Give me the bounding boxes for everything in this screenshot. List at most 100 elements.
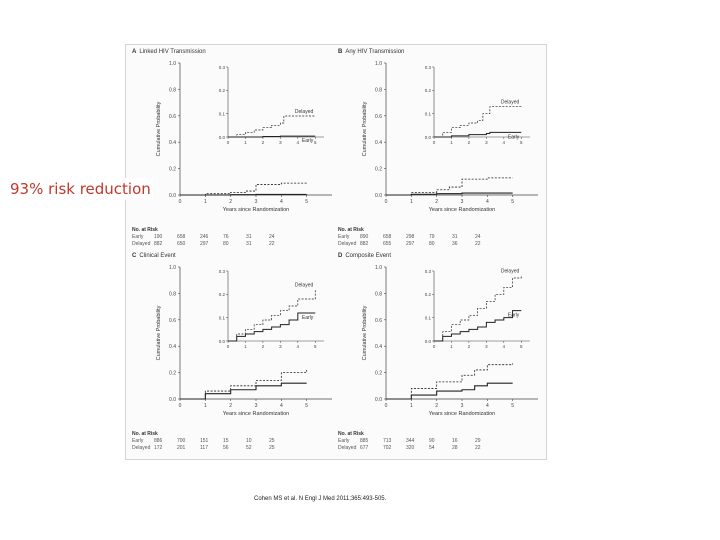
x-tick-label: 5 — [305, 199, 308, 205]
series-line-early — [180, 382, 307, 400]
risk-cell: 52 — [246, 445, 252, 451]
risk-row-label: Early — [338, 438, 350, 444]
y-tick-label: 0.8 — [169, 87, 176, 93]
inset-y-tick-label: 0.1 — [425, 111, 432, 116]
risk-table-header: No. at Risk — [132, 227, 158, 233]
inset-y-tick-label: 0.2 — [219, 292, 226, 297]
inset-series-line-early — [434, 310, 522, 342]
risk-cell: 172 — [154, 445, 163, 451]
x-axis-label: Years since Randomization — [223, 207, 289, 213]
panel-title-text: Any HIV Transmission — [345, 49, 405, 55]
y-axis-label: Cumulative Probability — [156, 305, 162, 360]
x-axis-label: Years since Randomization — [429, 411, 495, 417]
y-tick-label: 0.2 — [375, 167, 382, 173]
inset-series-label-early: Early — [508, 313, 520, 319]
inset-x-tick-label: 4 — [297, 344, 300, 349]
x-tick-label: 4 — [486, 199, 489, 205]
risk-row-label: Delayed — [338, 445, 357, 451]
panel-c: C Clinical Event 0.0 0.2 0.4 0.6 0.8 1.0 0 1 2 3 4 5 Y… — [132, 253, 337, 455]
inset-x-tick-label: 4 — [503, 140, 506, 145]
risk-cell: 890 — [360, 234, 369, 240]
risk-cell: 151 — [200, 438, 209, 444]
risk-cell: 54 — [429, 445, 435, 451]
y-tick-label: 1.0 — [169, 61, 176, 67]
series-line-delayed — [180, 182, 307, 196]
panel-letter: A — [132, 49, 137, 55]
risk-row-label: Delayed — [132, 445, 151, 451]
risk-cell: 79 — [429, 234, 435, 240]
panel-title-text: Composite Event — [345, 253, 392, 259]
inset-y-tick-label: 0.0 — [425, 339, 432, 344]
risk-cell: 90 — [429, 438, 435, 444]
panel-d: D Composite Event 0.0 0.2 0.4 0.6 0.8 1.0 0 1 2 3 4 5… — [338, 253, 543, 455]
risk-row-label: Delayed — [338, 241, 357, 247]
risk-cell: 655 — [383, 241, 392, 247]
x-tick-label: 0 — [385, 199, 388, 205]
risk-row-label: Delayed — [132, 241, 151, 247]
inset-background — [422, 267, 534, 353]
risk-cell: 201 — [177, 445, 186, 451]
x-tick-label: 2 — [229, 403, 232, 409]
risk-cell: 320 — [406, 445, 415, 451]
risk-cell: 25 — [269, 438, 275, 444]
inset-x-tick-label: 4 — [297, 140, 300, 145]
inset-series-label-early: Early — [508, 134, 520, 140]
inset-x-tick-label: 0 — [433, 140, 436, 145]
risk-cell: 190 — [154, 234, 163, 240]
panel-title: A Linked HIV Transmission — [132, 49, 206, 55]
x-tick-label: 1 — [204, 403, 207, 409]
inset-series-line-delayed — [228, 115, 316, 138]
y-tick-label: 0.6 — [375, 114, 382, 120]
risk-cell: 677 — [360, 445, 369, 451]
y-tick-label: 0.4 — [169, 140, 176, 146]
series-line-early — [386, 382, 513, 400]
kaplan-meier-figure: A Linked HIV Transmission 0.0 0.2 0.4 0.6 0.8 1… — [125, 44, 547, 460]
inset-x-tick-label: 1 — [450, 344, 453, 349]
y-tick-label: 1.0 — [169, 265, 176, 271]
y-tick-label: 0.8 — [169, 291, 176, 297]
risk-table-row: Delayed 882 655 297 80 36 22 — [338, 241, 498, 248]
risk-row-label: Early — [338, 234, 350, 240]
panel-title: D Composite Event — [338, 253, 391, 259]
x-tick-label: 4 — [280, 199, 283, 205]
risk-cell: 36 — [452, 241, 458, 247]
risk-cell: 246 — [200, 234, 209, 240]
risk-table: No. at Risk Early 190 658 246 76 31 24 Delayed 88… — [132, 227, 292, 248]
inset-series-label-delayed: Delayed — [295, 283, 314, 289]
y-tick-label: 0.0 — [169, 397, 176, 403]
inset-x-tick-label: 2 — [468, 344, 471, 349]
risk-cell: 658 — [177, 234, 186, 240]
inset-series-label-delayed: Delayed — [295, 109, 314, 115]
inset-x-tick-label: 0 — [433, 344, 436, 349]
inset-x-tick-label: 5 — [314, 344, 317, 349]
risk-row-label: Early — [132, 234, 144, 240]
panel-title-text: Clinical Event — [139, 253, 176, 259]
x-axis-label: Years since Randomization — [223, 411, 289, 417]
y-tick-label: 0.0 — [375, 397, 382, 403]
inset-x-tick-label: 5 — [520, 344, 523, 349]
x-tick-label: 2 — [435, 403, 438, 409]
inset-x-tick-label: 2 — [468, 140, 471, 145]
x-tick-label: 3 — [461, 199, 464, 205]
y-axis-label: Cumulative Probability — [156, 101, 162, 156]
risk-cell: 882 — [360, 241, 369, 247]
inset-x-tick-label: 5 — [314, 140, 317, 145]
inset-series-line-early — [228, 135, 316, 138]
inset-y-tick-label: 0.3 — [219, 65, 226, 70]
risk-cell: 298 — [406, 234, 415, 240]
inset-y-tick-label: 0.1 — [219, 111, 226, 116]
risk-table: No. at Risk Early 886 700 151 15 10 25 Delayed 17… — [132, 431, 292, 452]
km-plot: 0.0 0.2 0.4 0.6 0.8 1.0 0 1 2 3 4 5 Years since Rand… — [156, 61, 332, 213]
risk-row-label: Early — [132, 438, 144, 444]
risk-table-row: Delayed 172 201 117 56 52 25 — [132, 445, 292, 452]
risk-table-header: No. at Risk — [132, 431, 158, 437]
y-tick-label: 0.6 — [375, 318, 382, 324]
panel-a: A Linked HIV Transmission 0.0 0.2 0.4 0.6 0.8 1… — [132, 49, 337, 251]
risk-cell: 15 — [223, 438, 229, 444]
risk-table-row: Early 890 658 298 79 31 24 — [338, 234, 498, 241]
risk-cell: 22 — [475, 241, 481, 247]
x-tick-label: 2 — [229, 199, 232, 205]
x-tick-label: 5 — [511, 199, 514, 205]
risk-cell: 344 — [406, 438, 415, 444]
y-axis-label: Cumulative Probability — [362, 101, 368, 156]
